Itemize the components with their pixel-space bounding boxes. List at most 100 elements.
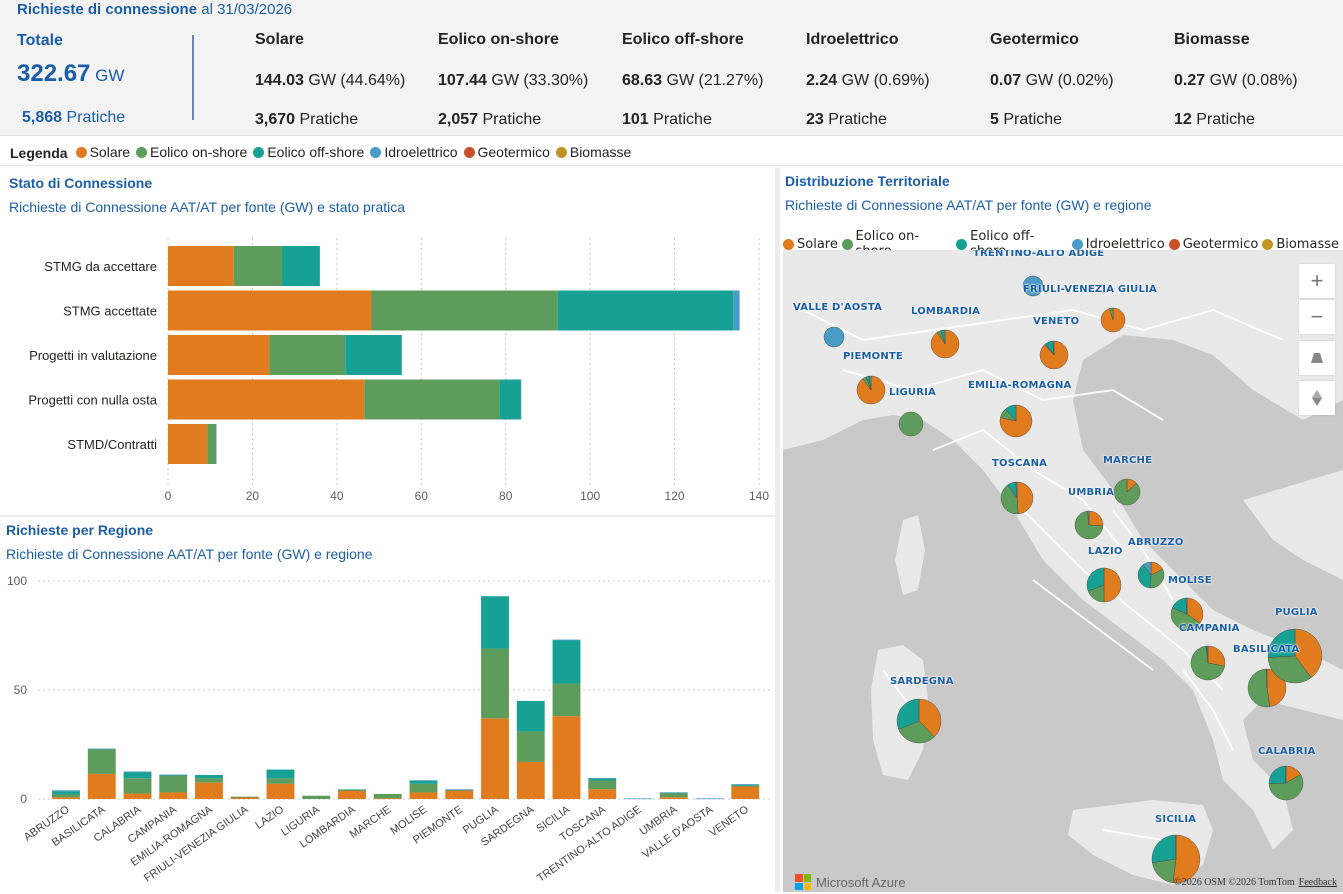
bar-segment-solare[interactable] bbox=[168, 291, 371, 331]
bar-segment-solare[interactable] bbox=[731, 786, 759, 799]
legend-item-idroelettrico[interactable]: Idroelettrico bbox=[370, 144, 457, 160]
bar-segment-solare[interactable] bbox=[338, 790, 366, 799]
bar-segment-solare[interactable] bbox=[660, 797, 688, 799]
pie-sicilia[interactable] bbox=[1152, 835, 1200, 883]
pie-umbria[interactable] bbox=[1075, 511, 1103, 539]
legend-item-geotermico[interactable]: Geotermico bbox=[464, 144, 550, 160]
bar-segment-solare[interactable] bbox=[517, 762, 545, 799]
bar-segment-eolico-on-shore[interactable] bbox=[267, 778, 295, 783]
bar-segment-eolico-off-shore[interactable] bbox=[124, 772, 152, 779]
bar-segment-eolico-on-shore[interactable] bbox=[517, 731, 545, 762]
legend-item-solare[interactable]: Solare bbox=[76, 144, 130, 160]
report-title: Richieste di connessione al 31/03/2026 bbox=[17, 1, 292, 18]
bar-segment-solare[interactable] bbox=[168, 424, 207, 464]
bar-segment-eolico-on-shore[interactable] bbox=[364, 380, 499, 420]
bar-segment-eolico-on-shore[interactable] bbox=[374, 794, 402, 798]
bar-segment-eolico-off-shore[interactable] bbox=[481, 596, 509, 648]
bar-segment-eolico-on-shore[interactable] bbox=[231, 797, 259, 798]
bar-segment-idroelettrico[interactable] bbox=[88, 749, 116, 750]
compass-button[interactable] bbox=[1299, 381, 1335, 415]
bar-segment-idroelettrico[interactable] bbox=[520, 380, 521, 420]
bar-segment-solare[interactable] bbox=[195, 783, 223, 799]
bar-segment-idroelettrico[interactable] bbox=[553, 640, 581, 641]
bar-segment-eolico-on-shore[interactable] bbox=[269, 335, 345, 375]
bar-segment-idroelettrico[interactable] bbox=[124, 772, 152, 773]
bar-segment-eolico-on-shore[interactable] bbox=[410, 784, 438, 793]
bar-segment-idroelettrico[interactable] bbox=[624, 798, 652, 799]
pie-abruzzo[interactable] bbox=[1138, 562, 1164, 588]
bar-segment-solare[interactable] bbox=[168, 380, 364, 420]
bar-segment-idroelettrico[interactable] bbox=[660, 792, 688, 793]
bar-segment-solare[interactable] bbox=[168, 246, 234, 286]
bar-segment-eolico-on-shore[interactable] bbox=[159, 775, 187, 792]
bar-segment-eolico-on-shore[interactable] bbox=[234, 246, 282, 286]
pie-campania[interactable] bbox=[1191, 646, 1225, 680]
pie-emilia-romagna[interactable] bbox=[1000, 405, 1032, 437]
pie-calabria[interactable] bbox=[1269, 766, 1303, 800]
bar-segment-solare[interactable] bbox=[159, 792, 187, 799]
legend-item-eolico-on-shore[interactable]: Eolico on-shore bbox=[136, 144, 247, 160]
bar-segment-eolico-on-shore[interactable] bbox=[207, 424, 216, 464]
pie-valle-d-aosta[interactable] bbox=[824, 327, 844, 347]
zoom-out-button[interactable]: − bbox=[1299, 300, 1335, 334]
bar-segment-eolico-on-shore[interactable] bbox=[588, 780, 616, 789]
bar-segment-eolico-off-shore[interactable] bbox=[553, 640, 581, 684]
bar-segment-solare[interactable] bbox=[588, 789, 616, 799]
bar-segment-solare[interactable] bbox=[124, 794, 152, 799]
feedback-link[interactable]: Feedback bbox=[1299, 877, 1337, 888]
bar-segment-eolico-off-shore[interactable] bbox=[282, 246, 320, 286]
kpi-geotermico: Geotermico 0.07 GW (0.02%) 5 Pratiche bbox=[990, 31, 1170, 49]
bar-segment-eolico-on-shore[interactable] bbox=[302, 796, 330, 799]
bar-segment-eolico-off-shore[interactable] bbox=[52, 791, 80, 794]
bar-segment-eolico-on-shore[interactable] bbox=[124, 778, 152, 793]
bar-segment-idroelettrico[interactable] bbox=[445, 789, 473, 790]
bar-segment-eolico-off-shore[interactable] bbox=[558, 291, 734, 331]
pie-friuli-venezia-giulia[interactable] bbox=[1101, 308, 1125, 332]
bar-segment-idroelettrico[interactable] bbox=[410, 780, 438, 781]
bar-segment-solare[interactable] bbox=[553, 716, 581, 799]
bar-segment-idroelettrico[interactable] bbox=[52, 790, 80, 791]
bar-segment-solare[interactable] bbox=[52, 797, 80, 799]
pie-veneto[interactable] bbox=[1040, 341, 1068, 369]
pie-marche[interactable] bbox=[1114, 479, 1140, 505]
bar-segment-idroelettrico[interactable] bbox=[733, 291, 739, 331]
bar-segment-solare[interactable] bbox=[88, 774, 116, 799]
legend-dot-icon bbox=[136, 147, 147, 158]
bar-segment-eolico-on-shore[interactable] bbox=[52, 794, 80, 797]
zoom-in-button[interactable]: + bbox=[1299, 264, 1335, 298]
bar-segment-eolico-on-shore[interactable] bbox=[371, 291, 557, 331]
bar-segment-solare[interactable] bbox=[445, 790, 473, 799]
bar-segment-solare[interactable] bbox=[374, 798, 402, 799]
bar-segment-idroelettrico[interactable] bbox=[731, 784, 759, 785]
bar-segment-idroelettrico[interactable] bbox=[588, 778, 616, 779]
bar-segment-solare[interactable] bbox=[481, 718, 509, 799]
bar-segment-eolico-off-shore[interactable] bbox=[195, 775, 223, 778]
bar-segment-eolico-on-shore[interactable] bbox=[553, 683, 581, 716]
pie-piemonte[interactable] bbox=[857, 376, 885, 404]
bar-segment-solare[interactable] bbox=[410, 792, 438, 799]
pie-sardegna[interactable] bbox=[897, 699, 941, 743]
pie-lombardia[interactable] bbox=[931, 330, 959, 358]
bar-segment-eolico-off-shore[interactable] bbox=[345, 335, 401, 375]
bar-segment-eolico-off-shore[interactable] bbox=[338, 789, 366, 790]
bar-segment-eolico-off-shore[interactable] bbox=[499, 380, 520, 420]
bar-segment-eolico-off-shore[interactable] bbox=[517, 701, 545, 732]
bar-segment-eolico-on-shore[interactable] bbox=[731, 786, 759, 787]
bar-segment-eolico-on-shore[interactable] bbox=[481, 649, 509, 719]
legend-item-biomasse[interactable]: Biomasse bbox=[556, 144, 631, 160]
pie-toscana[interactable] bbox=[1001, 482, 1033, 514]
pie-liguria[interactable] bbox=[899, 412, 923, 436]
tilt-button[interactable] bbox=[1299, 341, 1335, 375]
pie-puglia[interactable] bbox=[1268, 629, 1322, 683]
bar-segment-solare[interactable] bbox=[168, 335, 269, 375]
bar-segment-eolico-off-shore[interactable] bbox=[267, 770, 295, 779]
bar-segment-eolico-on-shore[interactable] bbox=[88, 749, 116, 774]
bar-segment-solare[interactable] bbox=[267, 784, 295, 799]
legend-item-eolico-off-shore[interactable]: Eolico off-shore bbox=[253, 144, 364, 160]
bar-segment-idroelettrico[interactable] bbox=[696, 798, 724, 799]
bar-segment-idroelettrico[interactable] bbox=[159, 775, 187, 776]
bar-segment-eolico-on-shore[interactable] bbox=[660, 792, 688, 797]
pie-lazio[interactable] bbox=[1087, 568, 1121, 602]
bar-segment-eolico-on-shore[interactable] bbox=[195, 778, 223, 782]
